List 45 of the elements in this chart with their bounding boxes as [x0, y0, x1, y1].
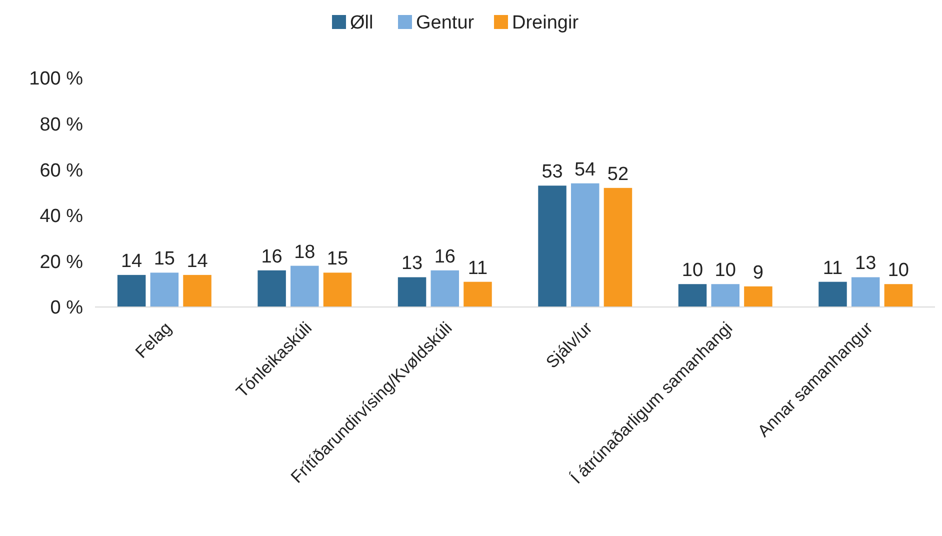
data-label: 14 — [186, 250, 208, 272]
data-label: 10 — [888, 260, 910, 282]
y-tick-label: 80 % — [40, 114, 84, 136]
bar — [183, 274, 212, 307]
bar — [464, 282, 492, 307]
bar — [398, 277, 426, 307]
data-label: 9 — [752, 262, 764, 284]
bar — [430, 270, 460, 307]
data-label: 14 — [120, 250, 143, 272]
y-tick-label: 100 % — [29, 68, 84, 90]
data-label: 11 — [822, 258, 843, 279]
bar — [570, 183, 600, 307]
data-label: 10 — [682, 260, 704, 282]
data-label: 16 — [261, 246, 282, 268]
legend-label: Gentur — [416, 12, 475, 34]
data-label: 15 — [154, 248, 175, 270]
bar — [290, 266, 319, 307]
bar — [851, 277, 880, 307]
data-label: 53 — [542, 162, 563, 183]
y-tick-label: 40 % — [40, 206, 84, 228]
y-tick-label: 20 % — [40, 252, 84, 273]
legend-label: Øll — [350, 12, 374, 34]
bar — [323, 272, 352, 307]
bar — [744, 286, 772, 307]
legend-label: Dreingir — [512, 12, 580, 34]
data-label: 16 — [434, 246, 456, 268]
data-label: 10 — [714, 260, 736, 282]
bar — [711, 284, 740, 307]
bar — [258, 270, 286, 307]
bar — [678, 284, 707, 307]
data-label: 18 — [294, 242, 316, 263]
data-label: 54 — [574, 159, 596, 180]
bar — [150, 272, 179, 307]
bar — [884, 284, 913, 307]
data-label: 11 — [468, 258, 488, 279]
data-label: 15 — [326, 248, 348, 270]
y-tick-label: 0 % — [50, 298, 84, 319]
data-label: 52 — [607, 164, 629, 185]
bar — [604, 188, 632, 307]
data-label: 13 — [401, 253, 423, 274]
bar — [538, 186, 566, 307]
y-tick-label: 60 % — [40, 160, 84, 182]
data-label: 13 — [855, 253, 876, 274]
bar — [818, 282, 847, 307]
bar — [117, 274, 146, 307]
